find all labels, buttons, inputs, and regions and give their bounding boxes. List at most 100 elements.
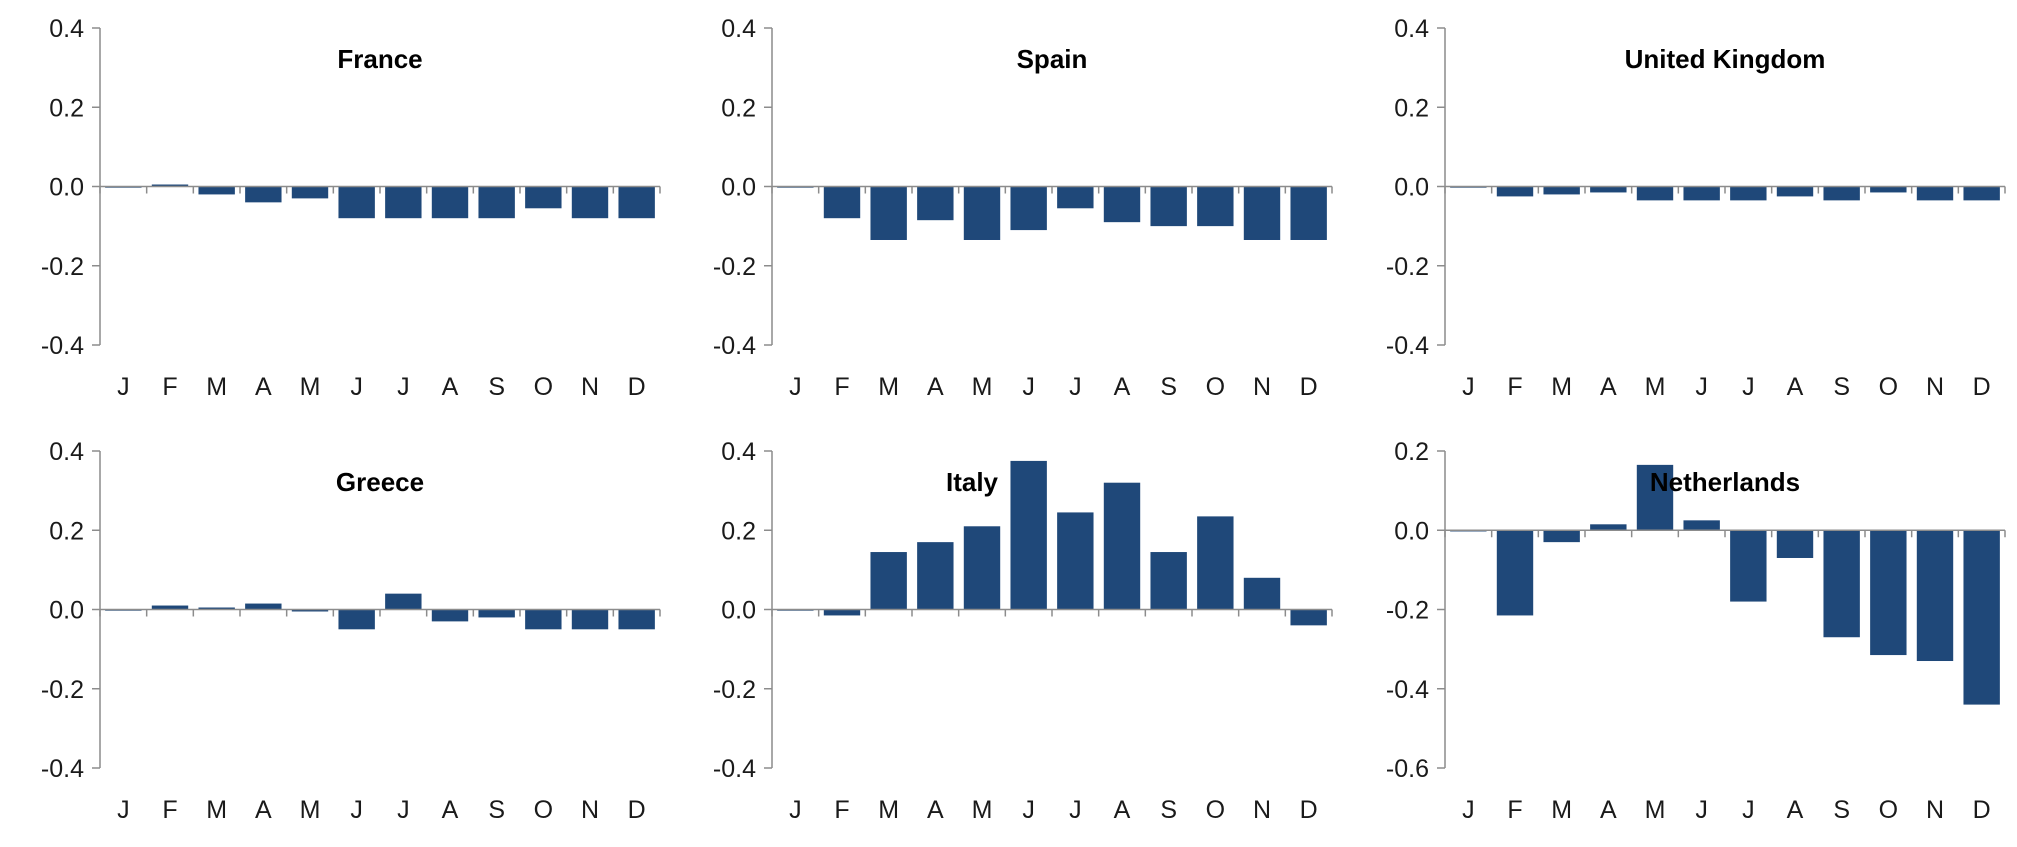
bar-m-2	[870, 552, 907, 610]
x-tick-label: J	[1695, 796, 1708, 824]
y-tick-label: 0.0	[1394, 517, 1429, 545]
x-tick-label: A	[442, 373, 459, 401]
x-tick-label: A	[1114, 373, 1131, 401]
x-tick-label: J	[789, 373, 802, 401]
y-tick-label: -0.2	[41, 253, 84, 281]
bar-o-9	[1870, 186, 1907, 193]
bar-m-2	[198, 607, 235, 610]
y-tick-label: -0.2	[1386, 597, 1429, 625]
y-tick-label: -0.4	[41, 332, 84, 360]
x-tick-label: A	[442, 796, 459, 824]
bar-s-8	[1823, 530, 1860, 638]
y-tick-label: 0.2	[49, 517, 84, 545]
chart-panel-spain: 0.4 0.2 0.0 -0.2 -0.4 J F M A M J J A S O N D Spain	[672, 0, 1344, 423]
x-tick-label: O	[1206, 796, 1225, 824]
x-tick-label: A	[927, 796, 944, 824]
bar-s-8	[1150, 552, 1187, 610]
bar-m-4	[1636, 186, 1674, 201]
bar-a-3	[1590, 186, 1627, 193]
x-tick-label: A	[927, 373, 944, 401]
x-tick-label: S	[1833, 796, 1850, 824]
bar-f-1	[1496, 186, 1534, 197]
bar-a-3	[245, 603, 282, 610]
y-tick-label: -0.4	[1386, 676, 1429, 704]
bar-j-6	[1730, 530, 1767, 602]
x-tick-label: J	[789, 796, 802, 824]
chart-panel-italy: 0.4 0.2 0.0 -0.2 -0.4 J F M A M J J A S O N D Italy	[672, 423, 1344, 846]
bar-m-4	[963, 526, 1001, 610]
x-tick-label: D	[1973, 796, 1991, 824]
x-tick-label: N	[1926, 373, 1944, 401]
y-tick-label: -0.4	[713, 755, 756, 783]
bar-a-3	[917, 186, 954, 221]
x-tick-label: J	[1742, 796, 1755, 824]
x-tick-label: J	[397, 796, 410, 824]
bar-d-11	[1963, 186, 2000, 201]
x-tick-label: J	[1069, 373, 1082, 401]
y-tick-label: -0.2	[1386, 253, 1429, 281]
bar-j-5	[1010, 186, 1047, 231]
bar-n-10	[571, 186, 609, 219]
bar-a-7	[1103, 186, 1141, 223]
y-tick-label: 0.2	[1394, 438, 1429, 466]
bar-n-10	[1916, 186, 1954, 201]
chart-panel-united-kingdom: 0.4 0.2 0.0 -0.2 -0.4 J F M A M J J A S O N D United King…	[1345, 0, 2017, 423]
y-tick-label: 0.4	[721, 438, 756, 466]
chart-title-italy: Italy	[946, 467, 999, 497]
x-tick-label: J	[117, 796, 130, 824]
y-tick-label: 0.2	[49, 94, 84, 122]
bar-a-7	[1776, 530, 1814, 558]
bar-s-8	[478, 609, 515, 618]
chart-svg: 0.20.0-0.2-0.4-0.6J F M A M J J A S O N DNetherland…	[1386, 438, 2006, 824]
bar-j-5	[1683, 520, 1720, 531]
bar-n-10	[1243, 186, 1281, 240]
x-tick-label: O	[1206, 373, 1225, 401]
chart-title-netherlands: Netherlands	[1650, 467, 1800, 497]
x-tick-label: M	[1645, 796, 1666, 824]
chart-title-france: France	[337, 44, 422, 74]
bar-d-11	[1290, 186, 1327, 240]
y-tick-label: -0.2	[713, 253, 756, 281]
x-tick-label: N	[581, 796, 599, 824]
y-tick-label: 0.4	[721, 15, 756, 43]
x-tick-label: M	[206, 373, 227, 401]
y-tick-label: -0.4	[1386, 332, 1429, 360]
bar-a-3	[917, 542, 954, 610]
x-tick-label: M	[972, 796, 993, 824]
x-tick-label: A	[1787, 373, 1804, 401]
x-tick-label: J	[1022, 796, 1035, 824]
y-tick-label: -0.2	[713, 676, 756, 704]
x-tick-label: A	[1600, 796, 1617, 824]
x-tick-label: N	[581, 373, 599, 401]
y-tick-label: 0.2	[721, 94, 756, 122]
x-tick-label: F	[1507, 796, 1522, 824]
y-tick-label: 0.0	[721, 174, 756, 202]
x-tick-label: F	[1507, 373, 1522, 401]
x-tick-label: F	[162, 373, 177, 401]
x-tick-label: M	[1645, 373, 1666, 401]
y-tick-label: -0.6	[1386, 755, 1429, 783]
chart-title-united-kingdom: United Kingdom	[1625, 44, 1826, 74]
x-tick-label: D	[1300, 796, 1318, 824]
bar-a-7	[431, 186, 469, 219]
bar-o-9	[525, 609, 562, 630]
x-tick-label: S	[1160, 796, 1177, 824]
x-tick-label: F	[834, 796, 849, 824]
bar-s-8	[1823, 186, 1860, 201]
bar-j-5	[1010, 460, 1047, 610]
bar-m-2	[198, 186, 235, 195]
y-tick-label: 0.0	[49, 174, 84, 202]
bar-m-4	[291, 186, 329, 199]
x-tick-label: J	[117, 373, 130, 401]
bar-d-11	[1290, 609, 1327, 626]
x-tick-label: S	[1833, 373, 1850, 401]
chart-panel-greece: 0.4 0.2 0.0 -0.2 -0.4 J F M A M J J A S O N D Greece	[0, 423, 672, 846]
x-tick-label: J	[1462, 796, 1475, 824]
bar-n-10	[1243, 577, 1281, 610]
bar-s-8	[478, 186, 515, 219]
y-tick-label: 0.4	[1394, 15, 1429, 43]
x-tick-label: M	[972, 373, 993, 401]
